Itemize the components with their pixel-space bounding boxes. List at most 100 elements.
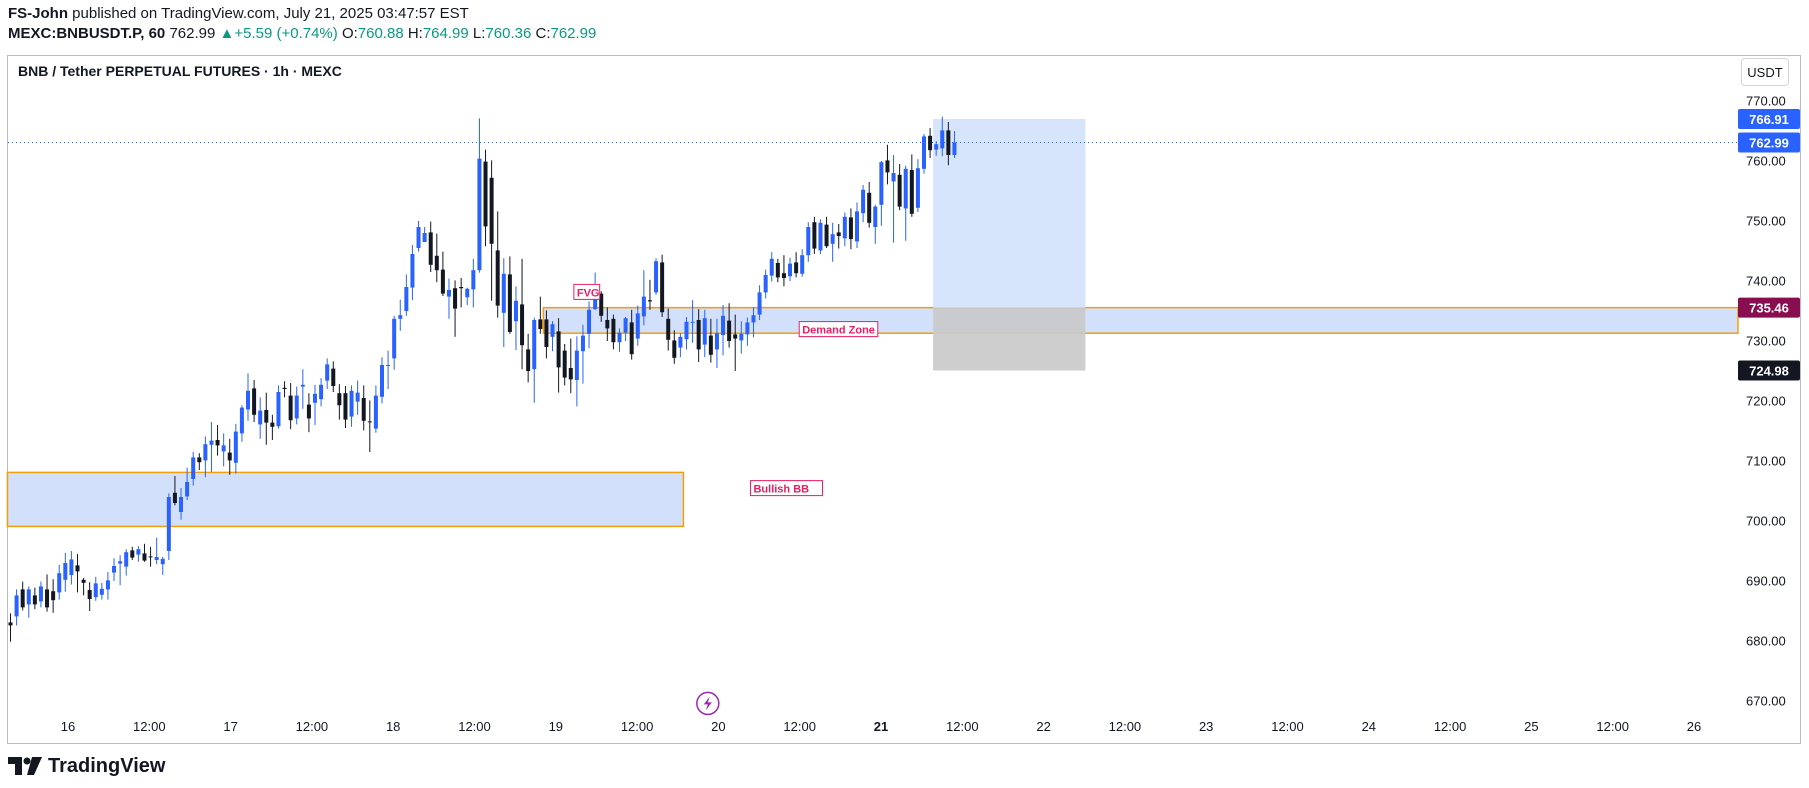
candle-body bbox=[26, 589, 31, 605]
y-tick-label: 690.00 bbox=[1746, 573, 1786, 588]
author-name[interactable]: FS-John bbox=[8, 5, 68, 22]
candle-body bbox=[361, 398, 366, 421]
footer-brand: TradingView bbox=[48, 754, 166, 777]
candle-body bbox=[842, 216, 847, 239]
candle-body bbox=[233, 431, 238, 463]
candle-body bbox=[495, 250, 500, 306]
y-tick-label: 770.00 bbox=[1746, 93, 1786, 108]
candle-body bbox=[599, 293, 604, 316]
candle-body bbox=[191, 457, 196, 479]
candle-body bbox=[63, 563, 68, 580]
candle-body bbox=[739, 333, 744, 341]
candle-body bbox=[855, 211, 860, 242]
label-demand-zone: Demand Zone bbox=[802, 325, 875, 337]
candle-body bbox=[142, 553, 147, 561]
candle-body bbox=[526, 349, 531, 371]
zone-demand-zone bbox=[542, 306, 1739, 334]
candle-body bbox=[922, 136, 926, 169]
candle-body bbox=[769, 258, 774, 276]
candle-body bbox=[532, 320, 537, 370]
candle-body bbox=[520, 304, 525, 346]
label-box-bullish-bb bbox=[749, 480, 823, 497]
candle-body bbox=[654, 261, 659, 293]
candle-body bbox=[909, 170, 914, 214]
candle-body bbox=[587, 309, 592, 334]
x-tick-label: 12:00 bbox=[783, 719, 816, 734]
candle-body bbox=[203, 444, 208, 461]
price-axis-label: 735.46 bbox=[1749, 301, 1789, 316]
candle-body bbox=[629, 322, 634, 355]
high-value: 764.99 bbox=[422, 25, 469, 42]
x-tick-label: 26 bbox=[1687, 719, 1701, 734]
tradingview-logo-icon bbox=[8, 757, 42, 775]
candle-body bbox=[75, 565, 80, 572]
candle-body bbox=[550, 324, 555, 337]
candle-body bbox=[118, 561, 123, 564]
candle-body bbox=[830, 234, 835, 244]
candle-body bbox=[337, 393, 342, 406]
candle-body bbox=[714, 333, 719, 350]
candle-body bbox=[781, 273, 786, 278]
candle-body bbox=[885, 160, 890, 173]
candle-body bbox=[465, 288, 470, 298]
candle-body bbox=[684, 321, 689, 340]
candle-body bbox=[641, 296, 646, 317]
candle-body bbox=[891, 173, 896, 182]
candle-body bbox=[763, 275, 768, 293]
candle-body bbox=[812, 222, 817, 249]
x-tick-label: 12:00 bbox=[458, 719, 491, 734]
candle-body bbox=[288, 395, 293, 421]
candle-body bbox=[836, 232, 841, 236]
y-tick-label: 740.00 bbox=[1746, 273, 1786, 288]
candle-body bbox=[282, 387, 287, 389]
candle-body bbox=[258, 410, 263, 425]
candle-body bbox=[416, 227, 421, 248]
x-tick-label: 12:00 bbox=[1271, 719, 1304, 734]
candle-body bbox=[733, 334, 738, 339]
label-fvg: FVG bbox=[577, 287, 600, 299]
candle-body bbox=[647, 300, 652, 302]
candle-body bbox=[879, 162, 884, 205]
candle-body bbox=[690, 321, 695, 323]
candle-body bbox=[160, 558, 165, 565]
candle-body bbox=[428, 232, 433, 265]
label-box-demand-zone bbox=[798, 321, 879, 338]
candle-body bbox=[398, 315, 403, 319]
candle-body bbox=[264, 410, 269, 423]
currency-button[interactable]: USDT bbox=[1741, 58, 1789, 86]
publish-info: FS-John published on TradingView.com, Ju… bbox=[8, 5, 469, 22]
x-tick-label: 12:00 bbox=[296, 719, 329, 734]
candle-body bbox=[788, 263, 793, 277]
close-label: C: bbox=[535, 25, 551, 42]
candle-body bbox=[824, 224, 829, 247]
price-change: +5.59 (+0.74%) bbox=[234, 25, 338, 42]
x-tick-label: 12:00 bbox=[1434, 719, 1467, 734]
candle-body bbox=[605, 320, 610, 329]
open-label: O: bbox=[341, 25, 358, 42]
publish-header: FS-John published on TradingView.com, Ju… bbox=[0, 0, 1809, 48]
high-label: H: bbox=[407, 25, 423, 42]
candle-body bbox=[580, 335, 585, 352]
x-tick-label: 25 bbox=[1524, 719, 1538, 734]
candle-body bbox=[166, 497, 171, 551]
candle-body bbox=[928, 135, 933, 151]
price-axis-label: 762.99 bbox=[1749, 135, 1789, 150]
lightning-glyph bbox=[703, 696, 712, 711]
candle-body bbox=[367, 421, 372, 423]
candle-body bbox=[623, 318, 628, 333]
published-text: published on TradingView.com, July 21, 2… bbox=[72, 5, 469, 22]
candle-body bbox=[99, 588, 104, 595]
candle-body bbox=[197, 457, 202, 463]
x-tick-label: 12:00 bbox=[1596, 719, 1629, 734]
low-label: L: bbox=[472, 25, 486, 42]
candle-body bbox=[800, 255, 805, 274]
candle-body bbox=[306, 404, 311, 419]
candle-body bbox=[660, 262, 665, 313]
candle-body bbox=[32, 595, 37, 605]
candle-body bbox=[721, 315, 726, 335]
y-tick-label: 760.00 bbox=[1746, 153, 1786, 168]
x-tick-label: 16 bbox=[61, 719, 75, 734]
candle-body bbox=[946, 130, 951, 155]
candle-body bbox=[93, 583, 98, 598]
